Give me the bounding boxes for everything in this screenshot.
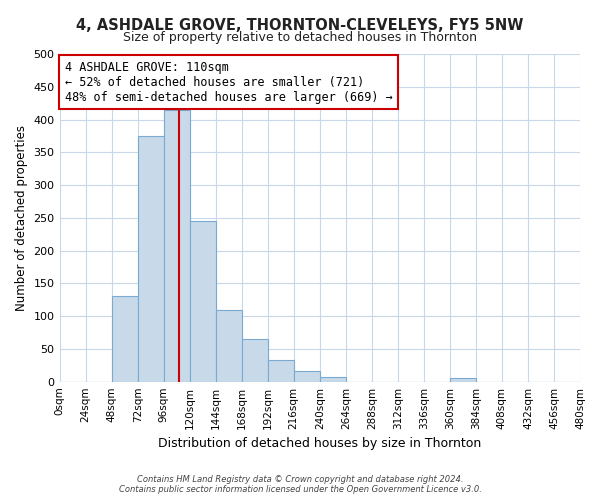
Bar <box>164 110 190 382</box>
Bar <box>268 360 294 382</box>
X-axis label: Distribution of detached houses by size in Thornton: Distribution of detached houses by size … <box>158 437 481 450</box>
Bar <box>450 378 476 382</box>
Y-axis label: Number of detached properties: Number of detached properties <box>15 125 28 311</box>
Text: Size of property relative to detached houses in Thornton: Size of property relative to detached ho… <box>123 31 477 44</box>
Bar <box>215 310 242 382</box>
Bar <box>320 377 346 382</box>
Text: Contains HM Land Registry data © Crown copyright and database right 2024.
Contai: Contains HM Land Registry data © Crown c… <box>119 474 481 494</box>
Text: 4, ASHDALE GROVE, THORNTON-CLEVELEYS, FY5 5NW: 4, ASHDALE GROVE, THORNTON-CLEVELEYS, FY… <box>76 18 524 32</box>
Bar <box>294 371 320 382</box>
Bar <box>190 221 215 382</box>
Text: 4 ASHDALE GROVE: 110sqm
← 52% of detached houses are smaller (721)
48% of semi-d: 4 ASHDALE GROVE: 110sqm ← 52% of detache… <box>65 60 392 104</box>
Bar <box>137 136 164 382</box>
Bar <box>112 296 137 382</box>
Bar <box>242 339 268 382</box>
